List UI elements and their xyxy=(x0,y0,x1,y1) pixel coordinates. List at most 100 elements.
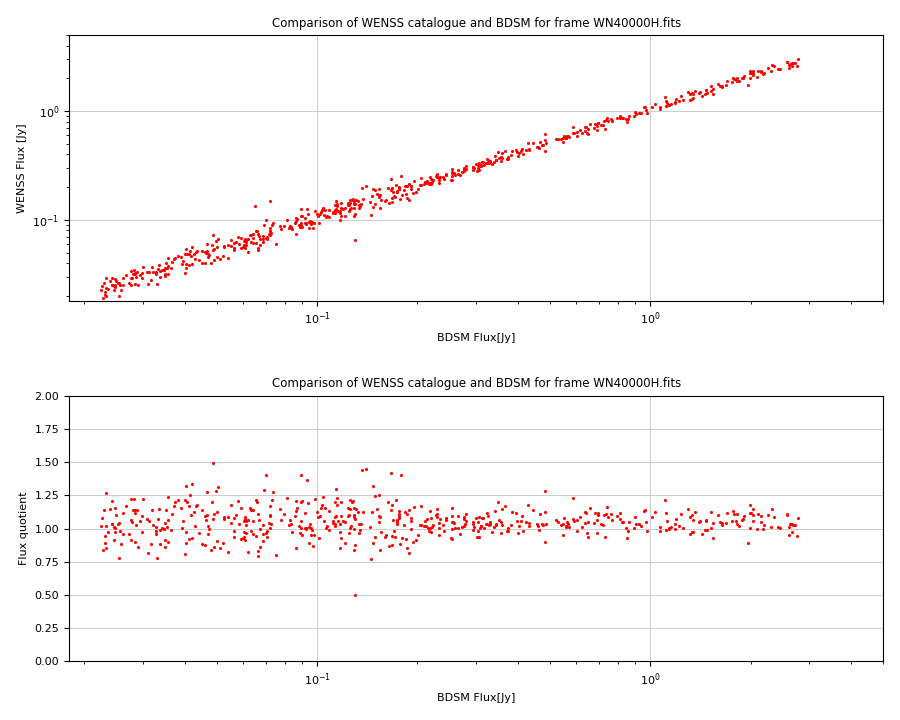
Point xyxy=(530,140,544,152)
Point xyxy=(251,228,266,240)
Point xyxy=(97,289,112,300)
Point xyxy=(206,513,220,524)
Point xyxy=(160,514,175,526)
Point xyxy=(125,268,140,279)
Point xyxy=(153,271,167,283)
Point xyxy=(341,503,356,514)
Point xyxy=(289,212,303,223)
Point xyxy=(439,169,454,181)
Point xyxy=(508,508,523,519)
Point xyxy=(395,189,410,201)
Point xyxy=(248,531,263,542)
Point xyxy=(98,272,112,284)
Point xyxy=(413,500,428,511)
Point xyxy=(578,517,592,528)
Point xyxy=(477,160,491,171)
Point xyxy=(393,193,408,204)
Point xyxy=(268,549,283,561)
Point xyxy=(239,515,254,526)
Point xyxy=(183,489,197,500)
Point xyxy=(597,116,611,127)
Point xyxy=(489,519,503,531)
Point xyxy=(265,220,279,231)
Point xyxy=(783,58,797,70)
Point xyxy=(570,130,584,141)
Point xyxy=(216,538,230,549)
Point xyxy=(682,94,697,106)
Point xyxy=(221,546,236,558)
Point xyxy=(422,171,436,183)
Point xyxy=(432,517,446,528)
Point xyxy=(627,522,642,534)
Point xyxy=(390,517,404,528)
Point xyxy=(330,516,345,527)
Point xyxy=(459,508,473,520)
Point xyxy=(259,527,274,539)
Point xyxy=(436,171,450,183)
Point xyxy=(204,496,219,508)
Point xyxy=(150,263,165,274)
Point xyxy=(94,284,108,295)
Point xyxy=(567,127,581,139)
Point xyxy=(662,522,676,534)
Point xyxy=(467,521,482,532)
Point xyxy=(407,502,421,513)
Point xyxy=(104,279,119,291)
Point xyxy=(671,95,686,107)
Point xyxy=(209,235,223,247)
Point xyxy=(392,512,407,523)
Point xyxy=(253,240,267,251)
Point xyxy=(238,535,252,546)
Point xyxy=(570,525,584,536)
Point xyxy=(98,521,112,532)
Point xyxy=(234,534,248,545)
Point xyxy=(476,156,491,168)
Point xyxy=(482,157,496,168)
Point xyxy=(433,171,447,182)
Point xyxy=(783,518,797,530)
Point xyxy=(326,207,340,218)
Point xyxy=(246,516,260,527)
Point xyxy=(253,541,267,553)
Point xyxy=(182,260,196,271)
Point xyxy=(521,500,535,511)
Point xyxy=(699,84,714,96)
Point xyxy=(263,510,277,521)
Point xyxy=(304,216,319,228)
Point xyxy=(368,490,382,502)
Point xyxy=(669,94,683,105)
Point xyxy=(223,235,238,246)
Point xyxy=(409,534,423,546)
Point xyxy=(645,511,660,523)
Point xyxy=(782,529,796,541)
Point xyxy=(756,68,770,80)
Point xyxy=(209,485,223,497)
Point xyxy=(274,514,288,526)
Point xyxy=(418,178,433,189)
Point xyxy=(473,160,488,171)
Point xyxy=(578,125,592,136)
Point xyxy=(598,114,613,126)
Point xyxy=(326,518,340,529)
Point xyxy=(303,218,318,230)
Point xyxy=(737,510,751,522)
Point xyxy=(773,63,788,74)
Point xyxy=(754,516,769,528)
Point xyxy=(207,509,221,521)
Point xyxy=(140,279,155,290)
Point xyxy=(494,516,508,528)
Point xyxy=(368,185,382,197)
Point xyxy=(616,112,630,124)
Point xyxy=(256,230,270,242)
Point xyxy=(680,503,695,515)
Point xyxy=(352,518,366,530)
Point xyxy=(227,531,241,542)
Point xyxy=(292,527,307,539)
Point xyxy=(424,178,438,189)
Point xyxy=(788,57,803,68)
Point xyxy=(202,523,217,535)
Point xyxy=(465,163,480,175)
Point xyxy=(391,185,405,197)
Point xyxy=(164,524,178,536)
Point xyxy=(397,520,411,531)
